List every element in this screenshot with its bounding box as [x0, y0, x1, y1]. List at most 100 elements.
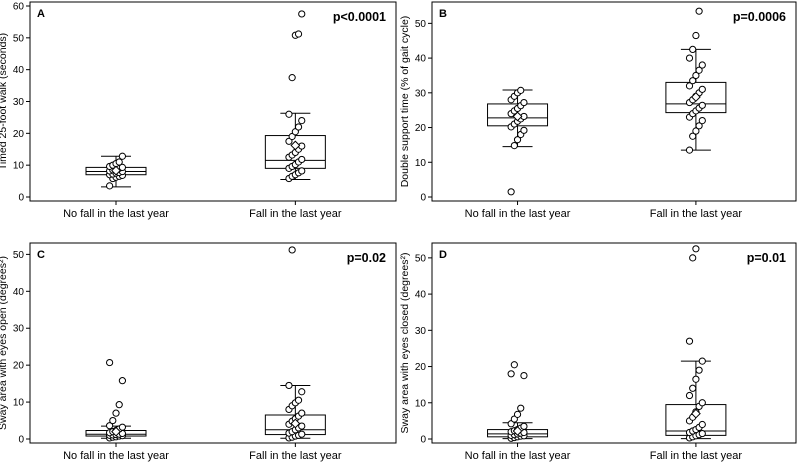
p-value-annotation: p=0.02: [347, 251, 386, 265]
data-point: [298, 388, 306, 396]
p-value-annotation: p=0.0006: [733, 10, 786, 24]
y-tick-label: 20: [415, 362, 427, 373]
p-value-annotation: p<0.0001: [333, 10, 386, 24]
y-tick-label: 10: [415, 398, 427, 409]
data-point: [685, 337, 694, 345]
data-point: [517, 86, 525, 94]
data-point: [698, 61, 706, 69]
y-tick-label: 20: [13, 361, 25, 372]
data-point: [685, 146, 694, 154]
x-tick-label: Fall in the last year: [249, 208, 342, 220]
x-tick-label: No fall in the last year: [63, 208, 169, 220]
data-point: [695, 66, 703, 74]
data-point: [698, 420, 706, 429]
data-point: [517, 404, 525, 412]
mean-marker: [290, 140, 301, 151]
x-tick-label: No fall in the last year: [465, 208, 571, 220]
data-point: [285, 381, 293, 390]
y-tick-label: 50: [415, 19, 427, 30]
y-tick-label: 60: [13, 2, 25, 13]
y-tick-label: 30: [415, 88, 427, 99]
panel-label: D: [439, 249, 447, 261]
data-point: [520, 422, 528, 430]
mean-marker: [690, 408, 701, 419]
data-point: [298, 409, 306, 417]
data-point: [118, 423, 127, 431]
y-tick-label: 0: [420, 435, 426, 446]
y-tick-label: 30: [13, 97, 25, 108]
data-point: [294, 396, 303, 404]
y-tick-label: 40: [13, 287, 25, 298]
mean-marker: [512, 111, 523, 122]
panel-label: B: [439, 8, 447, 20]
data-point: [695, 122, 703, 130]
y-tick-label: 0: [420, 193, 426, 204]
y-tick-label: 20: [13, 129, 25, 140]
data-point: [285, 137, 293, 145]
data-point: [298, 167, 306, 175]
y-tick-label: 50: [415, 253, 427, 264]
y-axis-label: Sway area with eyes closed (degrees²): [399, 253, 411, 434]
data-point: [109, 416, 117, 425]
p-value-annotation: p=0.01: [747, 251, 786, 265]
x-tick-label: Fall in the last year: [650, 450, 743, 462]
data-point: [106, 422, 114, 430]
x-tick-label: No fall in the last year: [465, 450, 571, 462]
data-point: [689, 77, 697, 85]
x-tick-label: Fall in the last year: [249, 450, 342, 462]
data-point: [285, 110, 293, 118]
mean-marker: [512, 426, 523, 436]
data-point: [106, 358, 114, 367]
data-point: [294, 123, 303, 131]
data-point: [298, 155, 306, 164]
data-point: [294, 30, 303, 38]
y-tick-label: 50: [13, 250, 25, 261]
data-point: [513, 410, 522, 418]
data-point: [689, 132, 697, 140]
plot-frame: [29, 242, 397, 444]
y-axis-label: Sway area with eyes open (degrees²): [0, 256, 9, 430]
plot-frame: [431, 1, 797, 202]
data-point: [510, 361, 518, 369]
data-point: [698, 117, 706, 125]
y-tick-label: 0: [18, 435, 24, 446]
panel-b: 0 10 20 30 40 50 Double support time (% of gai…: [399, 1, 797, 220]
data-point: [692, 375, 700, 383]
data-point: [115, 158, 123, 166]
data-point: [692, 245, 700, 253]
data-point: [695, 366, 703, 374]
data-point: [510, 142, 518, 150]
data-point: [689, 384, 697, 392]
mean-marker: [111, 165, 121, 176]
y-tick-label: 10: [13, 161, 25, 172]
data-point: [695, 7, 703, 15]
data-point: [692, 127, 700, 135]
data-point: [298, 10, 306, 18]
panel-label: A: [37, 8, 45, 20]
plot-frame: [29, 1, 397, 202]
y-tick-label: 20: [415, 123, 427, 134]
data-point: [288, 74, 296, 82]
data-point: [698, 399, 706, 407]
data-point: [115, 401, 123, 409]
panel-c: 0 10 20 30 40 50 Sway area with eyes open (deg…: [0, 242, 397, 462]
data-point: [298, 422, 306, 430]
data-point: [685, 391, 694, 400]
data-point: [118, 163, 127, 171]
data-point: [520, 126, 528, 134]
data-point: [298, 430, 306, 438]
data-point: [692, 71, 700, 80]
data-point: [507, 188, 515, 196]
data-point: [291, 128, 299, 136]
data-point: [520, 372, 528, 380]
y-tick-label: 40: [415, 54, 427, 65]
data-point: [118, 377, 127, 385]
data-point: [513, 136, 522, 144]
plot-frame: [431, 242, 797, 444]
data-point: [685, 82, 694, 90]
mean-marker: [690, 92, 701, 102]
data-point: [112, 409, 120, 417]
data-point: [689, 45, 697, 54]
data-point: [288, 246, 296, 254]
